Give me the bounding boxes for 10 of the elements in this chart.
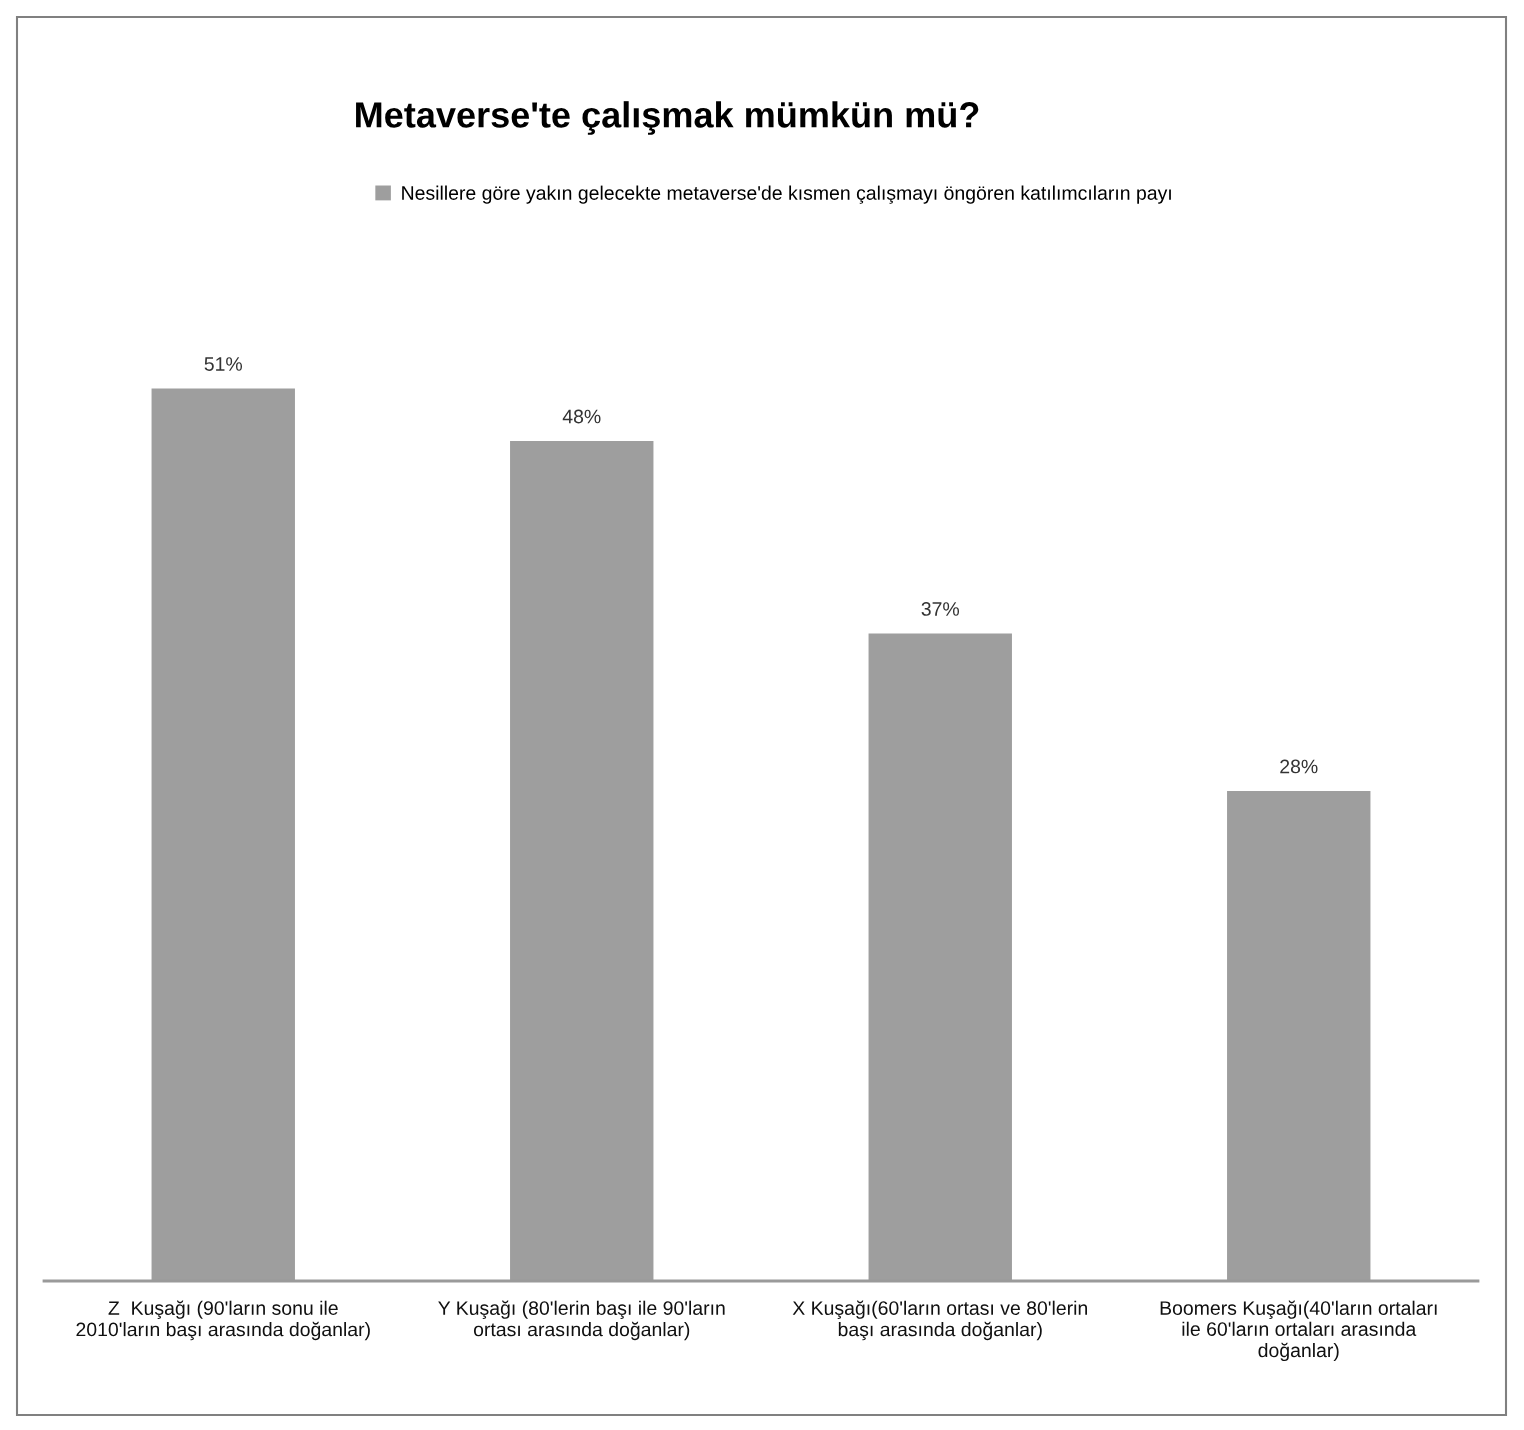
data-label: 48% <box>562 409 601 424</box>
chart-title: Metaverse'te çalışmak mümkün mü? <box>356 101 979 135</box>
data-label: 51% <box>204 357 243 371</box>
x-tick-label: Boomers Kuşağı(40'ların ortaları ile 60'ların ortaları arasında doğanlar) <box>1160 1300 1437 1362</box>
data-label: 28% <box>1280 759 1318 774</box>
x-tick-label: Z Kuşağı (90'ların sonu ile 2010'ların başı arasında doğanlar) <box>76 1300 370 1341</box>
x-tick-label: X Kuşağı(60'ların ortası ve 80'lerin başı arasında doğanlar) <box>792 1300 1087 1341</box>
data-label: 37% <box>921 602 960 616</box>
legend-label: Nesillere göre yakın gelecekte metaverse'de kısmen çalışmayı öngören katılımcıların payı <box>402 185 1171 204</box>
x-tick-label: Y Kuşağı (80'lerin başı ile 90'ların ortası arasında doğanlar) <box>438 1300 725 1341</box>
